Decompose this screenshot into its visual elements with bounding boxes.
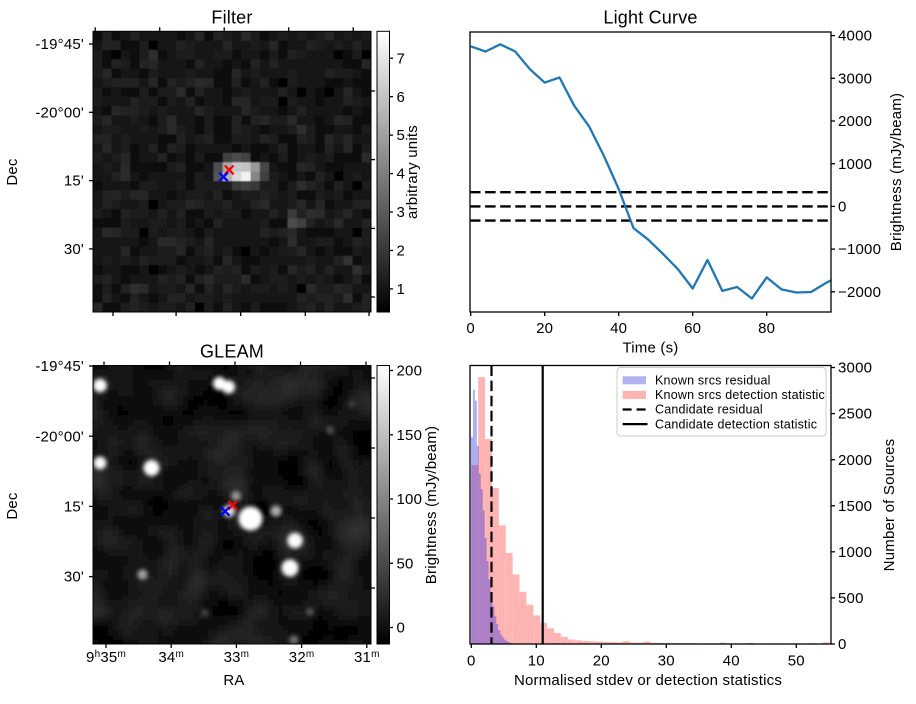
svg-text:Normalised stdev or detection: Normalised stdev or detection statistics xyxy=(514,672,782,689)
svg-text:200: 200 xyxy=(397,363,423,380)
svg-text:60: 60 xyxy=(684,320,701,337)
svg-text:2: 2 xyxy=(397,243,406,260)
svg-text:100: 100 xyxy=(397,491,423,508)
svg-text:15': 15' xyxy=(64,499,84,516)
svg-text:500: 500 xyxy=(838,590,864,607)
svg-text:30': 30' xyxy=(64,569,84,586)
svg-text:3000: 3000 xyxy=(838,70,872,87)
svg-text:150: 150 xyxy=(397,427,423,444)
svg-text:0: 0 xyxy=(466,320,475,337)
svg-text:30': 30' xyxy=(64,241,84,258)
svg-text:2000: 2000 xyxy=(838,452,872,469)
svg-text:Known srcs residual: Known srcs residual xyxy=(655,374,771,388)
svg-text:6: 6 xyxy=(397,89,406,106)
svg-text:2500: 2500 xyxy=(838,406,872,423)
svg-text:20: 20 xyxy=(536,320,553,337)
svg-text:−2000: −2000 xyxy=(838,284,881,301)
svg-text:80: 80 xyxy=(758,320,775,337)
svg-text:-19°45': -19°45' xyxy=(35,36,84,53)
svg-text:4000: 4000 xyxy=(838,28,872,45)
svg-text:Number of Sources: Number of Sources xyxy=(881,439,898,572)
svg-text:20: 20 xyxy=(593,653,610,670)
svg-text:3000: 3000 xyxy=(838,360,872,377)
svg-text:40: 40 xyxy=(723,653,740,670)
svg-text:Dec: Dec xyxy=(4,492,21,520)
svg-text:1500: 1500 xyxy=(838,498,872,515)
svg-text:0: 0 xyxy=(838,636,847,653)
svg-text:-20°00': -20°00' xyxy=(35,104,84,121)
svg-text:15': 15' xyxy=(64,173,84,190)
svg-text:Dec: Dec xyxy=(4,158,21,186)
svg-text:2000: 2000 xyxy=(838,113,872,130)
svg-text:Time (s): Time (s) xyxy=(622,340,678,357)
svg-text:Brightness (mJy/beam): Brightness (mJy/beam) xyxy=(888,93,905,251)
svg-text:1000: 1000 xyxy=(838,156,872,173)
svg-text:0: 0 xyxy=(397,620,406,637)
svg-text:Candidate detection statistic: Candidate detection statistic xyxy=(655,417,817,431)
svg-text:−1000: −1000 xyxy=(838,241,881,258)
svg-text:-19°45': -19°45' xyxy=(35,358,84,375)
svg-text:RA: RA xyxy=(223,672,244,689)
svg-text:30: 30 xyxy=(658,653,675,670)
svg-text:40: 40 xyxy=(610,320,627,337)
svg-text:Filter: Filter xyxy=(211,8,252,28)
svg-text:Candidate residual: Candidate residual xyxy=(655,403,763,417)
svg-text:1: 1 xyxy=(397,281,406,298)
svg-text:1000: 1000 xyxy=(838,544,872,561)
svg-text:50: 50 xyxy=(397,555,414,572)
svg-text:Brightness (mJy/beam): Brightness (mJy/beam) xyxy=(423,426,440,584)
svg-text:-20°00': -20°00' xyxy=(35,428,84,445)
svg-text:0: 0 xyxy=(838,199,847,216)
svg-text:Known srcs detection statistic: Known srcs detection statistic xyxy=(655,388,825,402)
svg-text:Light Curve: Light Curve xyxy=(603,8,697,28)
svg-text:50: 50 xyxy=(788,653,805,670)
svg-text:GLEAM: GLEAM xyxy=(200,342,264,362)
svg-text:10: 10 xyxy=(528,653,545,670)
svg-text:arbitrary units: arbitrary units xyxy=(404,125,421,219)
svg-text:0: 0 xyxy=(467,653,476,670)
svg-text:7: 7 xyxy=(397,50,406,67)
